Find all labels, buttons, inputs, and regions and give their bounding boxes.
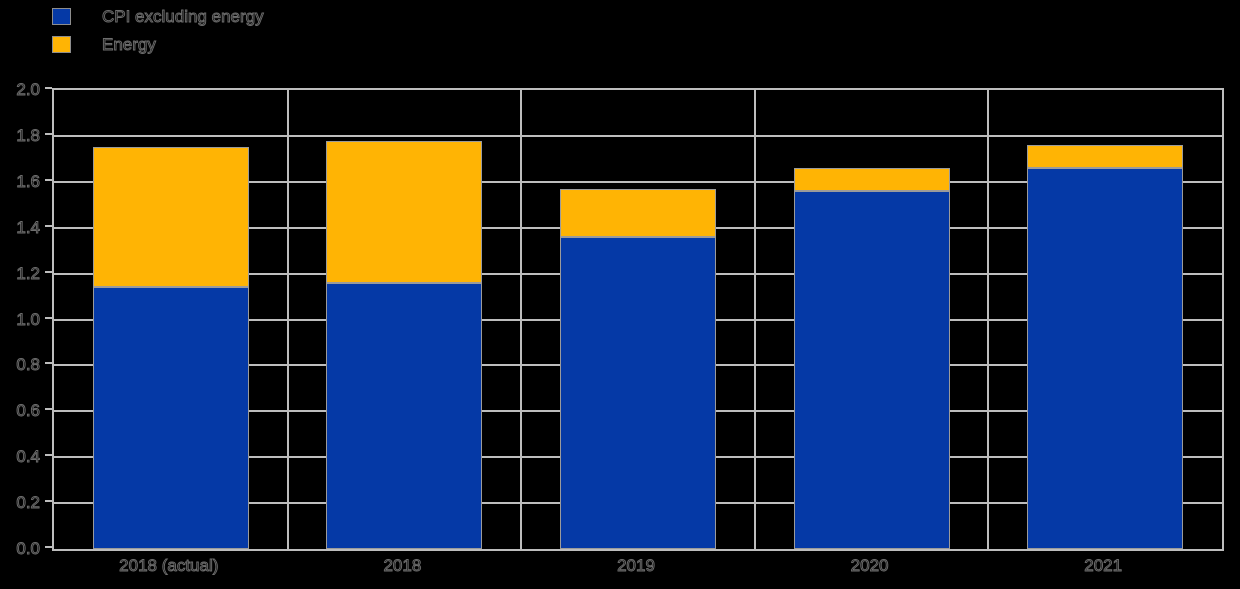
- y-tick-mark: [45, 408, 52, 411]
- y-tick-mark: [45, 178, 52, 181]
- v-gridline: [753, 90, 756, 549]
- h-gridline: [54, 134, 1222, 137]
- y-tick-label: 1.0: [16, 309, 41, 329]
- y-tick-mark: [45, 362, 52, 365]
- x-tick-label: 2020: [850, 556, 889, 575]
- legend-label-cpi-excluding-energy: CPI excluding energy: [102, 6, 264, 26]
- legend-item-energy: Energy: [52, 30, 264, 58]
- bar-segment-cpi-excluding-energy: [92, 287, 249, 549]
- bar-segment-energy: [1027, 145, 1184, 169]
- legend-swatch-cpi-excluding-energy: [52, 7, 71, 25]
- bar-segment-cpi-excluding-energy: [793, 190, 950, 549]
- x-tick-label: 2018 (actual): [119, 556, 219, 575]
- y-tick-mark: [45, 316, 52, 319]
- legend-item-cpi-excluding-energy: CPI excluding energy: [52, 2, 264, 30]
- y-tick-mark: [45, 546, 52, 548]
- legend-swatch-energy: [52, 35, 71, 53]
- bar-segment-energy: [92, 147, 249, 288]
- y-tick-label: 0.2: [16, 493, 41, 513]
- v-gridline: [286, 90, 289, 549]
- plot-area: [52, 88, 1224, 551]
- y-tick-mark: [45, 270, 52, 273]
- bar-segment-energy: [326, 140, 483, 283]
- y-tick-mark: [45, 454, 52, 457]
- v-gridline: [520, 90, 523, 549]
- legend-label-energy: Energy: [102, 34, 157, 54]
- legend: CPI excluding energy Energy: [52, 2, 264, 58]
- x-tick-label: 2019: [617, 556, 656, 575]
- y-tick-label: 0.4: [16, 447, 41, 467]
- bar-segment-cpi-excluding-energy: [560, 236, 716, 549]
- y-tick-mark: [45, 500, 52, 503]
- y-tick-label: 0.6: [16, 401, 41, 421]
- x-tick-label: 2021: [1084, 556, 1123, 575]
- bar-segment-cpi-excluding-energy: [326, 282, 483, 549]
- bar-segment-cpi-excluding-energy: [1027, 168, 1184, 549]
- bar-segment-energy: [560, 188, 716, 237]
- y-tick-label: 1.4: [16, 217, 41, 237]
- y-tick-label: 1.2: [16, 263, 41, 283]
- h-gridline: [54, 180, 1222, 183]
- y-tick-label: 1.8: [16, 125, 41, 145]
- bar-segment-energy: [793, 168, 950, 191]
- y-tick-label: 2.0: [16, 80, 41, 99]
- y-tick-mark: [45, 132, 52, 135]
- y-tick-label: 1.6: [16, 171, 41, 191]
- y-tick-label: 0.8: [16, 355, 41, 375]
- y-tick-label: 0.0: [16, 539, 41, 558]
- v-gridline: [987, 90, 990, 549]
- y-tick-mark: [45, 224, 52, 227]
- y-tick-mark: [45, 87, 52, 89]
- x-tick-label: 2018: [383, 556, 422, 575]
